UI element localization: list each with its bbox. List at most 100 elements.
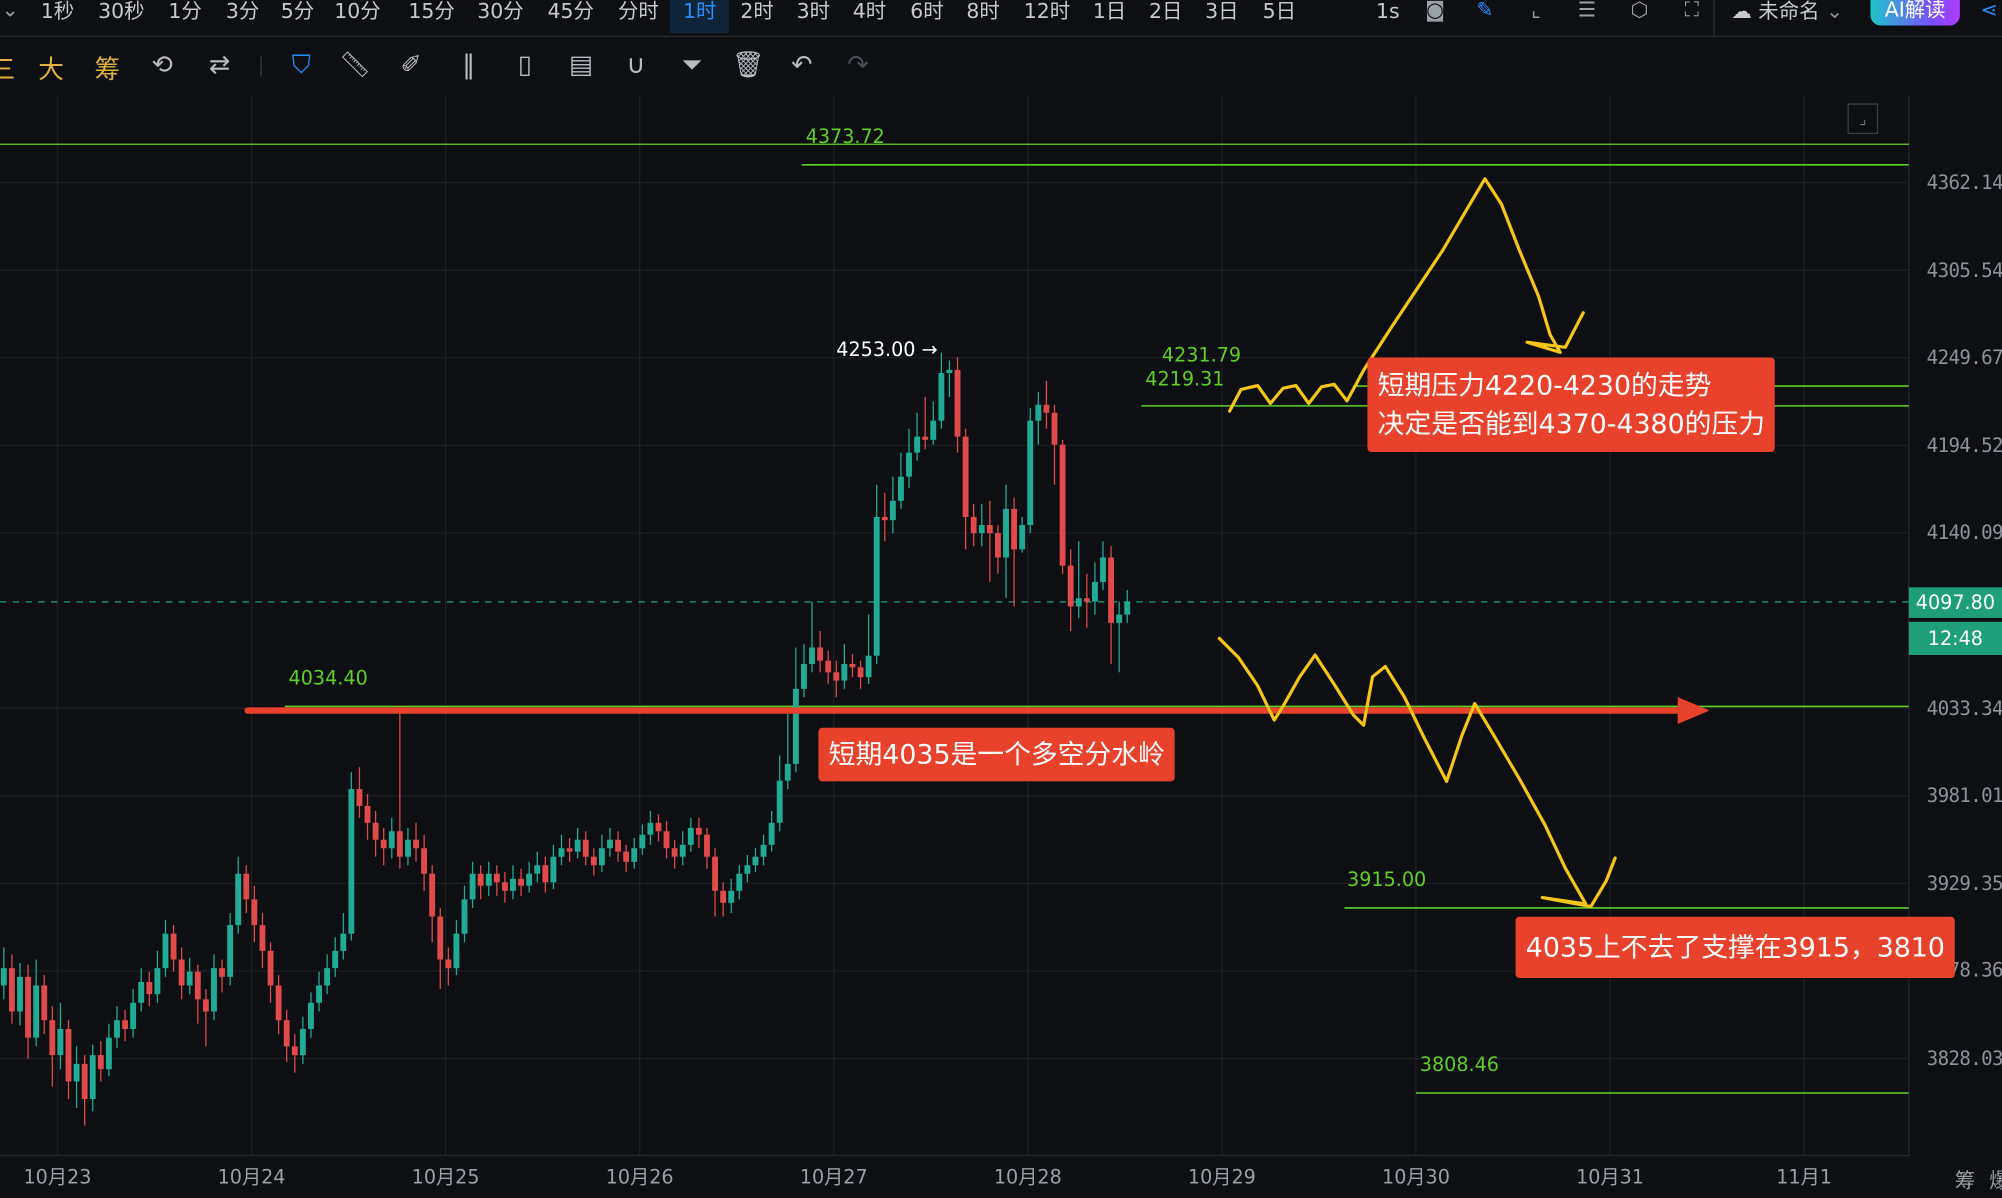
annotation-line: 决定是否能到4370-4380的压力 xyxy=(1377,408,1766,440)
candle-body xyxy=(162,933,169,969)
chevron-down-icon[interactable]: ⌄ xyxy=(1,0,19,22)
candle-body xyxy=(970,516,977,534)
timeframe-tab[interactable]: 3分 xyxy=(225,0,260,23)
timeframe-tab[interactable]: 3日 xyxy=(1205,0,1239,23)
trash-icon[interactable]: 🗑︎ xyxy=(731,48,765,80)
annotation-pivot[interactable]: 短期4035是一个多空分水岭 xyxy=(818,727,1176,782)
timeframe-tab[interactable]: 15分 xyxy=(408,0,455,23)
candle-body xyxy=(429,873,436,917)
chart-expand-button[interactable]: ⌟ xyxy=(1847,103,1879,135)
candle xyxy=(542,856,549,893)
red-arrow-drawing[interactable] xyxy=(244,697,1710,724)
layout-name-dropdown[interactable]: ☁ 未命名 ⌄ xyxy=(1731,0,1843,28)
candle xyxy=(946,360,953,397)
candle-body xyxy=(1075,598,1082,607)
time-axis-label: 10月31 xyxy=(1576,1165,1644,1189)
candle xyxy=(1100,541,1106,591)
candle xyxy=(162,919,169,977)
timeframe-tab[interactable]: 5分 xyxy=(280,0,315,23)
redo-icon[interactable]: ↷ xyxy=(847,48,869,80)
candle xyxy=(259,913,266,969)
candle xyxy=(615,831,622,862)
yellow-drawing-upper[interactable] xyxy=(1227,177,1585,413)
toggle-lines-icon[interactable]: ⇄ xyxy=(208,48,231,80)
red-arrow-head xyxy=(1677,697,1710,724)
candle-body xyxy=(542,865,549,883)
level-label: 4231.79 xyxy=(1161,343,1242,367)
timeframe-tab[interactable]: 6时 xyxy=(910,0,944,23)
candle xyxy=(364,794,371,840)
timeframe-tab[interactable]: 1秒 xyxy=(40,0,75,23)
candle xyxy=(801,644,807,698)
list-icon[interactable]: ☰ xyxy=(1577,0,1597,22)
candles-icon[interactable]: ‖ xyxy=(462,48,475,80)
candle xyxy=(251,885,258,943)
yellow-drawing-lower[interactable] xyxy=(1217,636,1617,909)
candle-body xyxy=(291,1046,298,1056)
chips-button[interactable]: 筹 xyxy=(1954,1168,1976,1193)
candle xyxy=(1091,562,1098,615)
candle-body xyxy=(857,667,864,678)
candle-body xyxy=(704,834,710,857)
timeframe-tab[interactable]: 2日 xyxy=(1148,0,1183,23)
refresh-interval[interactable]: 1s xyxy=(1376,0,1400,23)
position-icon[interactable]: ▯ xyxy=(517,48,532,80)
timeframe-tab[interactable]: 1分 xyxy=(168,0,202,23)
crop-add-icon[interactable]: ⌞ xyxy=(1531,0,1541,22)
level-label: 4219.31 xyxy=(1145,367,1225,391)
undo-icon[interactable]: ↶ xyxy=(791,48,813,80)
timeframe-tab[interactable]: 分时 xyxy=(617,0,659,23)
pen-icon[interactable]: ✐ xyxy=(400,48,422,80)
candle-body xyxy=(186,971,193,986)
timeframe-tab[interactable]: 5日 xyxy=(1262,0,1297,23)
note-edit-icon[interactable]: ▤ xyxy=(568,48,594,80)
candle xyxy=(768,810,775,852)
candle-body xyxy=(340,933,347,951)
tool-text-da[interactable]: 大 xyxy=(38,53,64,85)
timeframe-tab[interactable]: 30分 xyxy=(477,0,524,23)
candle xyxy=(49,1006,56,1087)
timeframe-tab[interactable]: 45分 xyxy=(547,0,594,23)
timeframe-tab[interactable]: 3时 xyxy=(796,0,831,23)
candle-body xyxy=(348,789,355,934)
camera-icon[interactable]: ◙ xyxy=(1425,0,1446,22)
candle xyxy=(243,865,250,914)
burst-button[interactable]: 爆 xyxy=(1989,1163,2002,1194)
timeframe-tab[interactable]: 30秒 xyxy=(98,0,145,23)
candle xyxy=(130,988,137,1038)
candle xyxy=(356,767,363,818)
candle xyxy=(194,964,201,1024)
annotation-support[interactable]: 4035上不去了支撑在3915，3810 xyxy=(1515,916,1956,979)
candle xyxy=(501,872,508,903)
timeframe-tab[interactable]: 4时 xyxy=(852,0,887,23)
candle-body xyxy=(817,647,824,661)
chevron-down-icon: ⌄ xyxy=(1826,0,1844,23)
filter-icon[interactable]: ⏷ xyxy=(681,48,703,80)
candle-body xyxy=(388,831,395,849)
tool-text-san[interactable]: 三 xyxy=(0,49,15,86)
timeframe-tab[interactable]: 1日 xyxy=(1092,0,1127,23)
time-axis-label: 10月25 xyxy=(411,1165,480,1189)
bookmark-icon[interactable]: ⛉ xyxy=(291,48,311,80)
candle-body xyxy=(146,981,153,995)
candle-body xyxy=(202,999,209,1012)
timeframe-tab[interactable]: 10分 xyxy=(334,0,381,23)
settings-icon[interactable]: ⬡ xyxy=(1630,0,1649,22)
candle xyxy=(138,968,145,1012)
fullscreen-icon[interactable]: ⛶ xyxy=(1684,0,1699,22)
timeframe-tab[interactable]: 1时 xyxy=(670,0,730,34)
candle-body xyxy=(235,873,242,926)
timeframe-tab[interactable]: 12时 xyxy=(1023,0,1071,23)
timeframe-tab[interactable]: 8时 xyxy=(966,0,1000,23)
refresh-draw-icon[interactable]: ⟲ xyxy=(151,48,173,80)
ai-interpret-button[interactable]: AI解读 xyxy=(1870,0,1960,26)
annotation-resistance[interactable]: 短期压力4220-4230的走势 决定是否能到4370-4380的压力 xyxy=(1367,357,1776,452)
share-icon[interactable]: ⋖ xyxy=(1980,0,1998,22)
candle xyxy=(25,964,32,1059)
pencil-icon[interactable]: ✎ xyxy=(1476,0,1494,22)
magnet-icon[interactable]: ∪ xyxy=(626,48,646,80)
timeframe-tab[interactable]: 2时 xyxy=(740,0,774,23)
ruler-icon[interactable]: 📏︎ xyxy=(338,48,372,80)
tool-text-chou[interactable]: 筹 xyxy=(94,53,121,85)
